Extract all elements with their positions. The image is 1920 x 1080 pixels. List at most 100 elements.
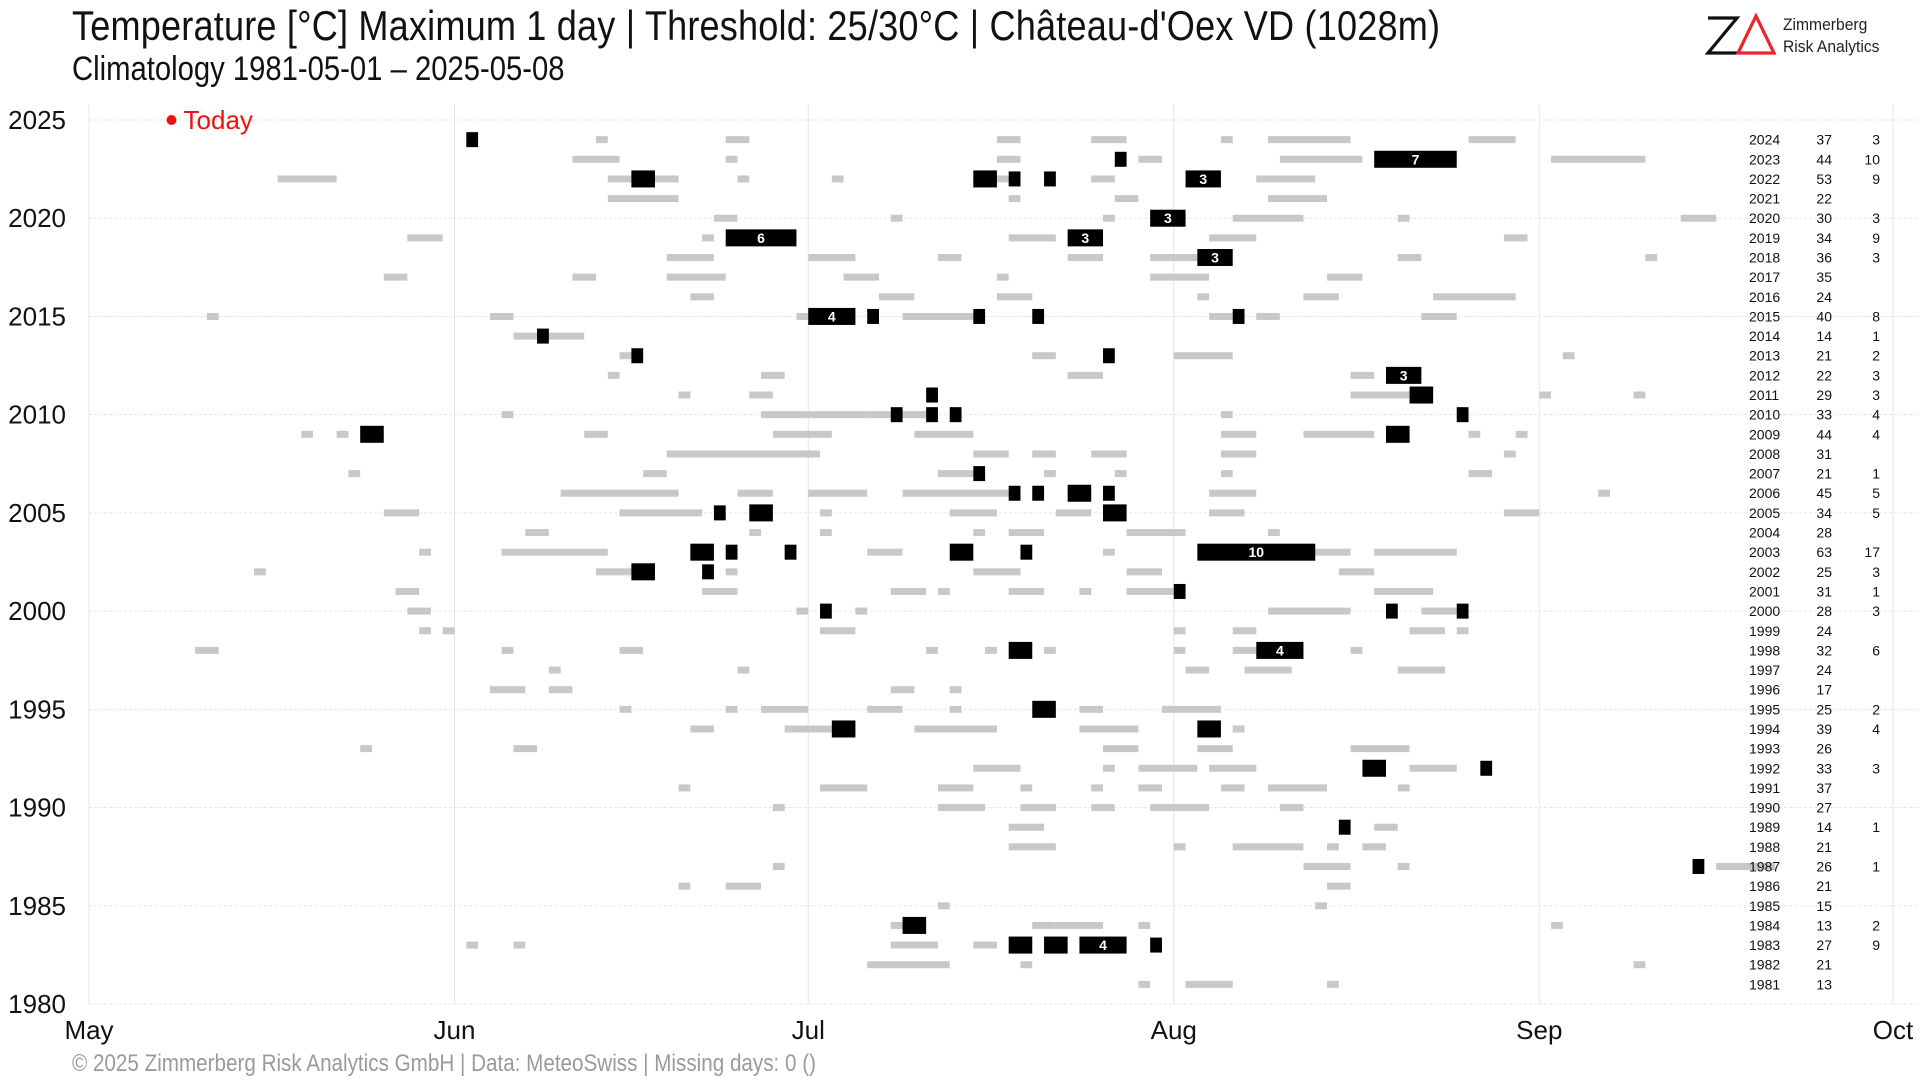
warm-day-bar — [1209, 312, 1233, 320]
hot-day-bar — [1032, 308, 1045, 324]
hot-day-bar — [1008, 485, 1021, 501]
warm-day-bar — [572, 273, 597, 281]
summary-year: 1998 — [1749, 642, 1780, 658]
warm-day-bar — [890, 686, 915, 694]
warm-day-bar — [572, 155, 620, 163]
y-tick-label: 1980 — [8, 989, 66, 1019]
warm-day-bar — [383, 273, 408, 281]
warm-day-bar — [973, 450, 1009, 458]
warm-day-bar — [1008, 529, 1045, 537]
hot-day-bar — [1103, 485, 1115, 501]
warm-day-bar — [525, 529, 549, 537]
warm-day-bar — [1633, 391, 1646, 399]
hot-day-bar — [1032, 700, 1056, 718]
warm-day-bar — [607, 371, 620, 379]
summary-year: 2006 — [1749, 485, 1780, 501]
warm-day-bar — [1268, 195, 1328, 203]
warm-day-bar — [1232, 725, 1245, 733]
warm-day-bar — [973, 764, 1021, 772]
warm-day-bar — [1091, 804, 1115, 812]
warm-day-bar — [1220, 411, 1233, 419]
warm-day-bar — [596, 568, 655, 576]
warm-day-bar — [1409, 764, 1457, 772]
hot-day-bar — [537, 328, 549, 344]
summary-days-25: 32 — [1816, 642, 1832, 658]
warm-day-bar — [442, 627, 455, 635]
summary-year: 2001 — [1749, 583, 1780, 599]
summary-year: 1999 — [1749, 623, 1780, 639]
summary-days-25: 25 — [1816, 701, 1832, 717]
hot-day-bar — [702, 564, 714, 580]
warm-day-bar — [1562, 352, 1575, 360]
warm-day-bar — [1197, 745, 1233, 753]
summary-days-30: 4 — [1872, 407, 1880, 423]
summary-days-30: 1 — [1872, 328, 1880, 344]
warm-day-bar — [1020, 804, 1056, 812]
summary-days-25: 37 — [1816, 132, 1832, 148]
summary-year: 2021 — [1749, 191, 1780, 207]
warm-day-bar — [1185, 980, 1233, 988]
summary-year: 1993 — [1749, 741, 1780, 757]
summary-year: 1987 — [1749, 858, 1780, 874]
summary-days-25: 31 — [1816, 446, 1832, 462]
warm-day-bar — [820, 784, 868, 792]
hot-day-bar — [1008, 641, 1033, 659]
footer-credits: © 2025 Zimmerberg Risk Analytics GmbH | … — [72, 1050, 816, 1077]
summary-days-25: 39 — [1816, 721, 1832, 737]
warm-day-bar — [937, 587, 950, 595]
hot-day-bar — [1232, 308, 1245, 324]
hot-day-bar — [749, 504, 773, 522]
warm-day-bar — [1397, 666, 1445, 674]
summary-days-25: 24 — [1816, 662, 1832, 678]
warm-day-bar — [1327, 843, 1339, 851]
summary-days-30: 3 — [1872, 603, 1880, 619]
warm-day-bar — [749, 391, 773, 399]
today-marker — [166, 115, 177, 125]
hot-day-bar — [1020, 544, 1033, 560]
hot-day-bar — [1044, 171, 1056, 187]
warm-day-bar — [1150, 804, 1210, 812]
summary-year: 2007 — [1749, 466, 1780, 482]
warm-day-bar — [1268, 607, 1351, 615]
summary-year: 2005 — [1749, 505, 1780, 521]
summary-year: 1984 — [1749, 917, 1780, 933]
warm-day-bar — [395, 587, 420, 595]
y-tick-label: 1985 — [8, 891, 66, 921]
hot-day-bar — [1374, 150, 1457, 168]
warm-day-bar — [890, 214, 903, 222]
warm-day-bar — [1645, 254, 1658, 262]
summary-days-25: 29 — [1816, 387, 1832, 403]
warm-day-bar — [1126, 529, 1186, 537]
summary-year: 2024 — [1749, 132, 1780, 148]
warm-day-bar — [1055, 509, 1092, 517]
warm-day-bar — [1103, 548, 1115, 556]
summary-days-30: 3 — [1872, 564, 1880, 580]
x-tick-label: Aug — [1151, 1015, 1197, 1045]
warm-day-bar — [937, 804, 986, 812]
x-tick-label: Jun — [434, 1015, 476, 1045]
summary-days-25: 33 — [1816, 407, 1832, 423]
warm-day-bar — [843, 273, 879, 281]
hot-day-bar-label: 3 — [1164, 210, 1172, 226]
warm-day-bar — [737, 175, 750, 183]
warm-day-bar — [678, 882, 691, 890]
hot-day-bar — [1385, 603, 1398, 619]
warm-day-bar — [1138, 980, 1151, 988]
warm-day-bar — [831, 175, 844, 183]
summary-days-30: 1 — [1872, 819, 1880, 835]
warm-day-bar — [619, 705, 632, 713]
warm-day-bar — [702, 587, 738, 595]
hot-day-bar-label: 3 — [1400, 367, 1408, 383]
warm-day-bar — [749, 529, 762, 537]
warm-day-bar — [1091, 136, 1127, 144]
summary-year: 2020 — [1749, 210, 1780, 226]
warm-day-bar — [1091, 175, 1115, 183]
warm-day-bar — [1551, 155, 1646, 163]
warm-day-bar — [513, 941, 526, 949]
warm-day-bar — [725, 568, 738, 576]
warm-day-bar — [902, 489, 1009, 497]
hot-day-bar-label: 6 — [757, 230, 765, 246]
warm-day-bar — [1103, 745, 1139, 753]
warm-day-bar — [1091, 784, 1104, 792]
warm-day-bar — [678, 391, 691, 399]
